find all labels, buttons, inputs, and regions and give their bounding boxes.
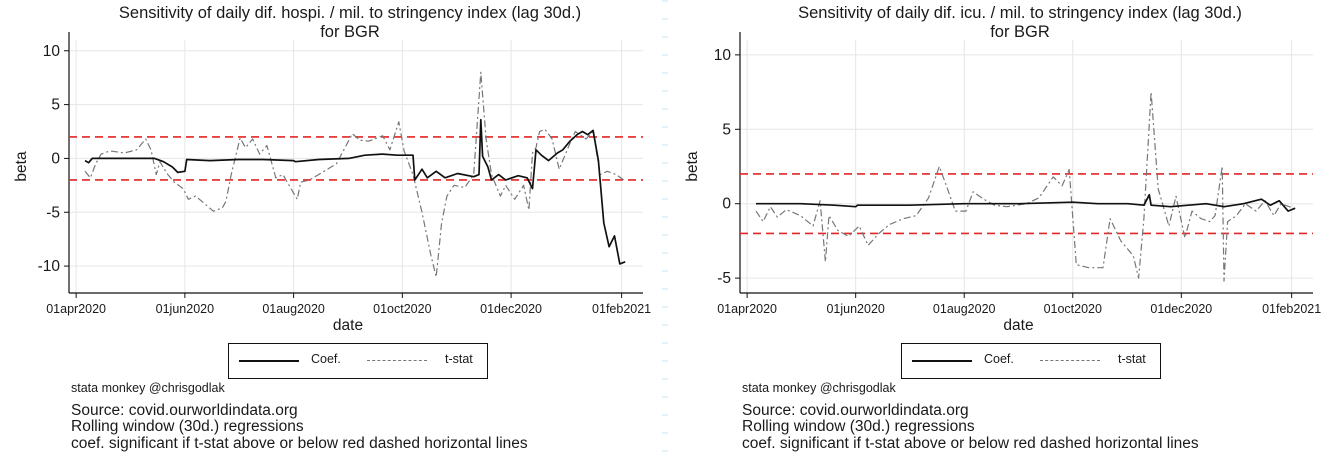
y-tick-label: 10 [714, 47, 732, 64]
chart-legend: Coef. t-stat [228, 343, 488, 379]
legend-key-coef [912, 360, 972, 362]
x-tick-label: 01dec2020 [1150, 302, 1212, 316]
x-tick-label: 01aug2020 [933, 302, 996, 316]
legend-key-coef [239, 360, 299, 362]
credit-text: stata monkey @chrisgodlak [742, 381, 896, 395]
legend-key-tstat [367, 360, 427, 361]
series-line-tstat [755, 91, 1294, 282]
x-tick-label: 01jun2020 [826, 302, 884, 316]
y-axis-title: beta [13, 151, 30, 182]
x-tick-label: 01apr2020 [46, 302, 106, 316]
chart-panel-hospi: Sensitivity of daily dif. hospi. / mil. … [0, 0, 664, 458]
y-tick-label: 0 [51, 150, 60, 167]
y-tick-label: -10 [38, 258, 61, 275]
chart-notes: Source: covid.ourworldindata.org Rolling… [71, 402, 528, 452]
x-tick-label: 01oct2020 [1044, 302, 1102, 316]
panel-divider [662, 0, 668, 458]
x-tick-label: 01feb2021 [1262, 302, 1321, 316]
x-axis-title: date [333, 317, 363, 334]
chart-plot-hospi: -10 -5 0 5 10 01apr2020 01jun2020 01aug2020 01oc… [13, 32, 651, 334]
y-tick-label: -5 [717, 270, 731, 287]
legend-label-tstat: t-stat [445, 352, 473, 366]
legend-label-coef: Coef. [311, 352, 341, 366]
note-source: Source: covid.ourworldindata.org [71, 402, 298, 419]
x-tick-label: 01apr2020 [717, 302, 777, 316]
legend-label-tstat: t-stat [1118, 352, 1146, 366]
note-method: Rolling window (30d.) regressions [71, 418, 304, 436]
chart-plot-icu: -5 0 5 10 01apr2020 01jun2020 01aug2020 01oct20… [684, 32, 1321, 334]
x-tick-label: 01aug2020 [262, 302, 325, 316]
credit-text: stata monkey @chrisgodlak [71, 381, 225, 395]
legend-label-coef: Coef. [984, 352, 1014, 366]
series-line-tstat [84, 71, 626, 278]
chart-panel-icu: Sensitivity of daily dif. icu. / mil. to… [671, 0, 1329, 458]
chart-subtitle: for BGR [990, 23, 1050, 41]
note-significance: coef. significant if t-stat above or bel… [742, 434, 1199, 452]
note-source: Source: covid.ourworldindata.org [742, 402, 969, 419]
x-axis-title: date [1003, 317, 1033, 334]
chart-legend: Coef. t-stat [901, 343, 1161, 379]
note-significance: coef. significant if t-stat above or bel… [71, 434, 528, 452]
x-tick-label: 01dec2020 [480, 302, 542, 316]
chart-title: Sensitivity of daily dif. hospi. / mil. … [118, 4, 582, 22]
y-tick-label: 5 [51, 97, 60, 114]
chart-title: Sensitivity of daily dif. icu. / mil. to… [798, 4, 1242, 22]
y-tick-label: 0 [722, 196, 731, 213]
chart-notes: Source: covid.ourworldindata.org Rolling… [742, 402, 1199, 452]
x-tick-label: 01oct2020 [373, 302, 431, 316]
y-tick-label: -5 [46, 204, 60, 221]
chart-title-block: Sensitivity of daily dif. icu. / mil. to… [711, 4, 1329, 42]
legend-key-tstat [1040, 360, 1100, 361]
y-tick-label: 10 [43, 43, 61, 60]
series-line-coef [84, 118, 626, 265]
x-tick-label: 01feb2021 [592, 302, 651, 316]
x-tick-label: 01jun2020 [156, 302, 214, 316]
chart-subtitle: for BGR [320, 23, 380, 41]
y-axis-title: beta [684, 151, 701, 182]
y-tick-label: 5 [722, 121, 731, 138]
chart-title-block: Sensitivity of daily dif. hospi. / mil. … [40, 4, 660, 42]
series-line-coef [756, 193, 1296, 212]
note-method: Rolling window (30d.) regressions [742, 418, 975, 436]
